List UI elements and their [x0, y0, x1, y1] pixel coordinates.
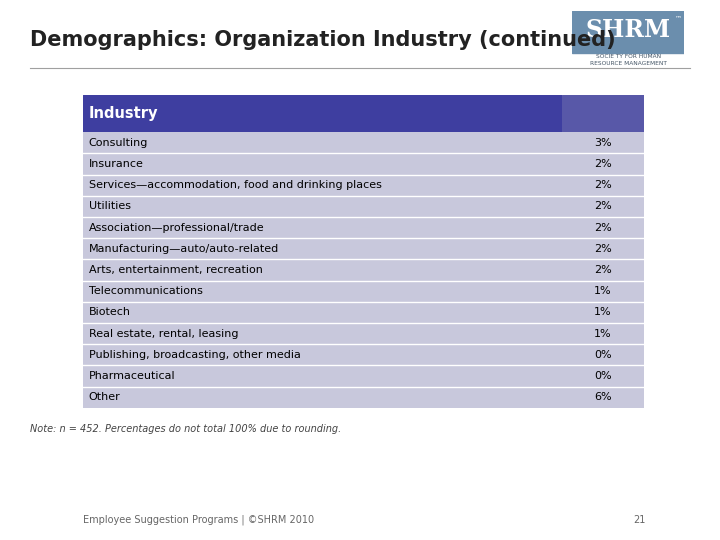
Text: Telecommunications: Telecommunications — [89, 286, 202, 296]
Text: 0%: 0% — [594, 350, 612, 360]
Text: 1%: 1% — [594, 307, 612, 318]
Text: 2%: 2% — [594, 201, 612, 212]
Text: 2%: 2% — [594, 265, 612, 275]
Text: 6%: 6% — [594, 392, 612, 402]
Text: 1%: 1% — [594, 328, 612, 339]
Text: Association—professional/trade: Association—professional/trade — [89, 222, 264, 233]
Text: Utilities: Utilities — [89, 201, 130, 212]
Text: Insurance: Insurance — [89, 159, 143, 169]
Text: Manufacturing—auto/auto-related: Manufacturing—auto/auto-related — [89, 244, 279, 254]
Text: Demographics: Organization Industry (continued): Demographics: Organization Industry (con… — [30, 30, 616, 50]
Text: Pharmaceutical: Pharmaceutical — [89, 371, 175, 381]
Text: Biotech: Biotech — [89, 307, 130, 318]
Text: Services—accommodation, food and drinking places: Services—accommodation, food and drinkin… — [89, 180, 382, 190]
Text: 2%: 2% — [594, 159, 612, 169]
Text: 2%: 2% — [594, 180, 612, 190]
Text: ™: ™ — [675, 15, 682, 21]
Text: 2%: 2% — [594, 244, 612, 254]
Text: 1%: 1% — [594, 286, 612, 296]
Text: SHRM: SHRM — [585, 17, 671, 42]
Text: 2%: 2% — [594, 222, 612, 233]
Text: SOCIE TY FOR HUMAN
RESOURCE MANAGEMENT: SOCIE TY FOR HUMAN RESOURCE MANAGEMENT — [590, 55, 667, 66]
Text: 21: 21 — [634, 515, 646, 525]
Text: 3%: 3% — [594, 138, 612, 148]
Text: Note: n = 452. Percentages do not total 100% due to rounding.: Note: n = 452. Percentages do not total … — [30, 424, 341, 434]
Bar — [572, 11, 684, 53]
Text: Arts, entertainment, recreation: Arts, entertainment, recreation — [89, 265, 262, 275]
Text: Industry: Industry — [89, 106, 158, 121]
Text: Real estate, rental, leasing: Real estate, rental, leasing — [89, 328, 238, 339]
Text: Employee Suggestion Programs | ©SHRM 2010: Employee Suggestion Programs | ©SHRM 201… — [83, 515, 314, 525]
Text: Consulting: Consulting — [89, 138, 148, 148]
Text: 0%: 0% — [594, 371, 612, 381]
Text: Publishing, broadcasting, other media: Publishing, broadcasting, other media — [89, 350, 300, 360]
Text: Other: Other — [89, 392, 120, 402]
